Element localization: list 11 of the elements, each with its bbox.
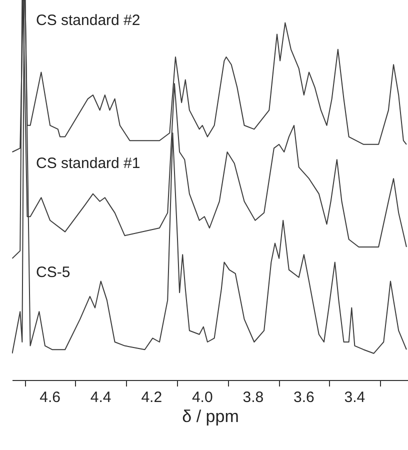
x-tick-label: 4.0 bbox=[192, 389, 213, 406]
x-tick-label: 3.8 bbox=[242, 389, 264, 406]
series-label: CS standard #1 bbox=[36, 155, 140, 172]
series-label: CS-5 bbox=[36, 264, 70, 281]
series-label: CS standard #2 bbox=[36, 12, 140, 29]
x-tick-label: 3.6 bbox=[293, 389, 314, 406]
x-tick-label: 3.4 bbox=[344, 389, 366, 406]
x-tick-label: 4.4 bbox=[90, 389, 112, 406]
x-tick-label: 4.2 bbox=[141, 389, 162, 406]
x-tick-label: 4.6 bbox=[40, 389, 61, 406]
x-axis-title: δ / ppm bbox=[182, 407, 239, 426]
